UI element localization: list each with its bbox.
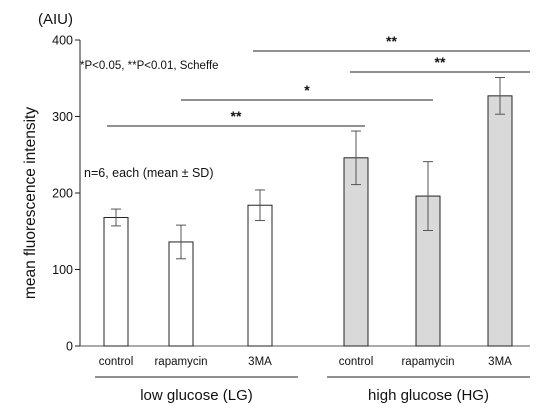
x-category-label: control	[339, 356, 374, 368]
y-tick-label: 200	[52, 187, 73, 201]
y-axis-label: mean fluorescence intensity	[22, 107, 39, 299]
significance-stars: **	[435, 54, 446, 70]
group-label: low glucose (LG)	[140, 387, 253, 404]
x-category-label: rapamycin	[154, 356, 207, 368]
x-category-label: rapamycin	[401, 356, 454, 368]
x-category-label: 3MA	[488, 356, 512, 368]
y-unit-label: (AIU)	[38, 11, 73, 28]
significance-stars: **	[386, 33, 397, 49]
sample-note: n=6, each (mean ± SD)	[84, 166, 214, 180]
y-tick-label: 400	[52, 34, 73, 48]
bar	[487, 95, 513, 347]
bar	[247, 204, 273, 347]
x-category-label: 3MA	[248, 356, 272, 368]
bar	[343, 157, 369, 347]
y-tick-label: 100	[52, 263, 73, 277]
y-tick-label: 300	[52, 110, 73, 124]
y-tick-label: 0	[66, 340, 73, 354]
bar	[103, 216, 129, 347]
significance-stars: *	[304, 82, 310, 98]
significance-stars: **	[231, 108, 242, 124]
bar	[168, 241, 194, 347]
group-label: high glucose (HG)	[368, 387, 489, 404]
x-category-label: control	[99, 356, 134, 368]
significance-note: *P<0.05, **P<0.01, Scheffe	[80, 60, 219, 72]
